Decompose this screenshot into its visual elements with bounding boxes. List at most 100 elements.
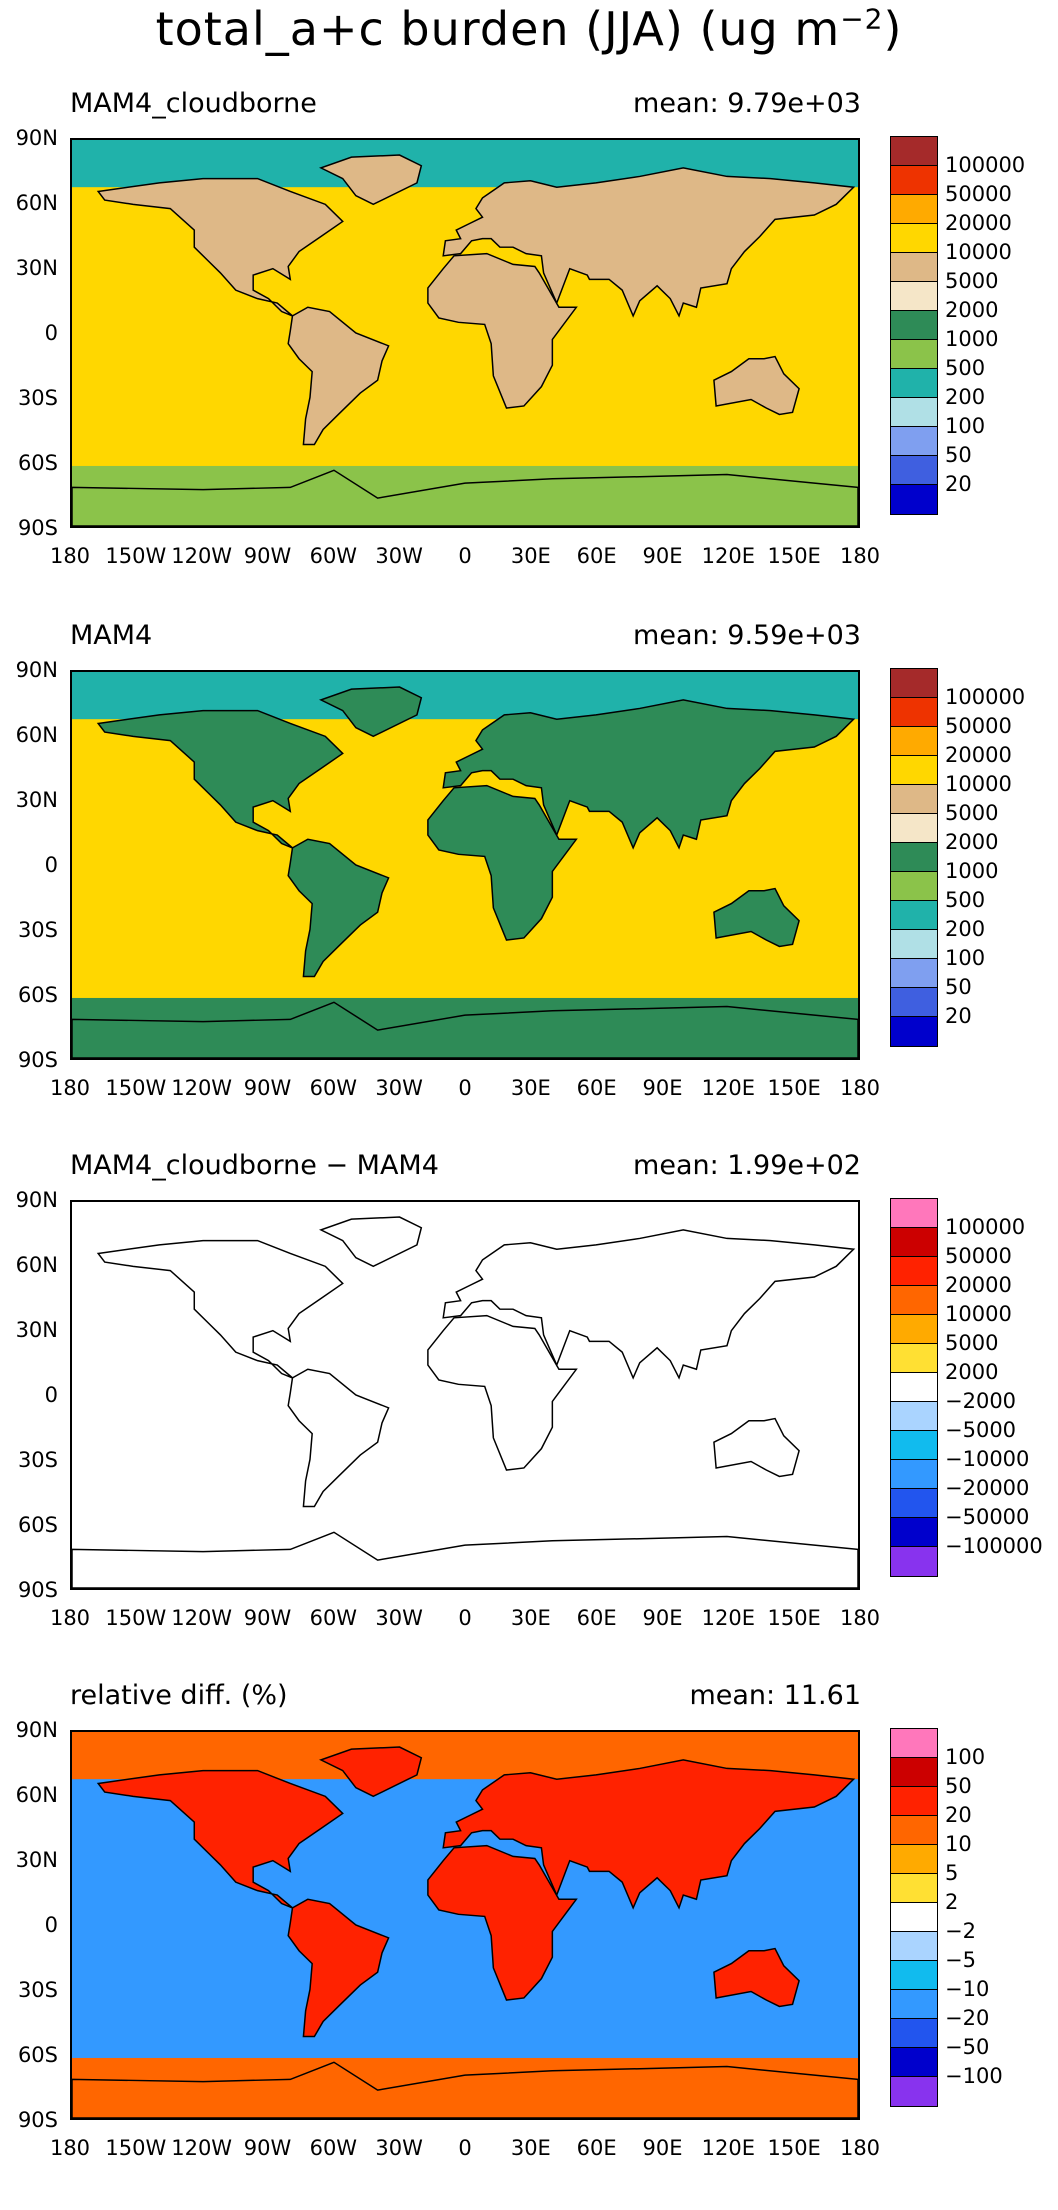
continent-greenland xyxy=(319,154,423,206)
panel-difference: MAM4_cloudborne − MAM4 mean: 1.99e+02 90… xyxy=(0,1150,1058,1680)
lon-tick-label: 60E xyxy=(576,1606,617,1630)
continent-greenland xyxy=(319,686,423,738)
colorbar-level-label: 2 xyxy=(945,1890,959,1914)
lon-tick-label: 120E xyxy=(701,1606,756,1630)
colorbar-swatch xyxy=(891,282,937,311)
continent-africa xyxy=(427,1314,578,1471)
lon-tick-label: 90E xyxy=(642,544,683,568)
colorbar-swatch xyxy=(891,1874,937,1903)
colorbar-level-label: −50000 xyxy=(945,1505,1030,1529)
continent-south-america xyxy=(287,838,390,978)
lon-tick-label: 180 xyxy=(839,544,881,568)
colorbar-swatch xyxy=(891,398,937,427)
lat-tick-label: 30N xyxy=(15,1318,58,1342)
lon-tick-label: 150E xyxy=(767,1606,821,1630)
colorbar-swatch xyxy=(891,814,937,843)
colorbar-swatch xyxy=(891,1489,937,1518)
map-plot xyxy=(70,1730,860,2120)
colorbar-level-label: 50000 xyxy=(945,714,1012,738)
lon-tick-label: 120E xyxy=(701,544,756,568)
colorbar-swatch xyxy=(891,785,937,814)
lon-tick-label: 120E xyxy=(701,1076,756,1100)
colorbar-swatch xyxy=(891,427,937,456)
lon-tick-label: 60E xyxy=(576,544,617,568)
continent-antarctica xyxy=(72,1531,858,1588)
lat-tick-label: 30N xyxy=(15,788,58,812)
colorbar-level-label: 20 xyxy=(945,1803,972,1827)
lon-tick-label: 30E xyxy=(510,1606,551,1630)
colorbar-level-label: −20000 xyxy=(945,1476,1030,1500)
lon-tick-label: 60W xyxy=(309,1076,358,1100)
colorbar-level-label: −2000 xyxy=(945,1389,1017,1413)
colorbar xyxy=(890,668,938,1047)
continent-australia xyxy=(713,355,800,416)
lon-tick-label: 180 xyxy=(839,2136,881,2160)
lon-tick-label: 60E xyxy=(576,1076,617,1100)
continent-south-america xyxy=(287,1898,390,2038)
lat-tick-label: 60S xyxy=(17,1513,58,1537)
colorbar-swatch xyxy=(891,727,937,756)
colorbar-level-label: 20 xyxy=(945,1004,972,1028)
continent-australia xyxy=(713,1947,800,2008)
panel-label: MAM4_cloudborne − MAM4 xyxy=(70,1150,439,1181)
colorbar-swatch xyxy=(891,1017,937,1046)
colorbar-swatch xyxy=(891,224,937,253)
colorbar-level-label: −100 xyxy=(945,2064,1003,2088)
colorbar-level-label: −10000 xyxy=(945,1447,1030,1471)
lat-tick-label: 90N xyxy=(15,126,58,150)
lon-tick-label: 30W xyxy=(375,1606,423,1630)
lon-tick-label: 90E xyxy=(642,2136,683,2160)
colorbar-level-label: 500 xyxy=(945,356,986,380)
colorbar-level-label: 50 xyxy=(945,1774,972,1798)
lon-tick-label: 180 xyxy=(49,2136,91,2160)
colorbar-swatch xyxy=(891,1932,937,1961)
lon-tick-label: 90E xyxy=(642,1076,683,1100)
continent-africa xyxy=(427,1844,578,2001)
colorbar-level-label: 2000 xyxy=(945,1360,999,1384)
colorbar-level-label: 100000 xyxy=(945,153,1026,177)
lon-tick-label: 150E xyxy=(767,1076,821,1100)
colorbar-level-label: 5 xyxy=(945,1861,959,1885)
colorbar-level-label: 20000 xyxy=(945,743,1012,767)
lat-tick-label: 30S xyxy=(17,1448,58,1472)
lon-tick-label: 120W xyxy=(171,1076,233,1100)
lat-tick-label: 30S xyxy=(17,918,58,942)
lon-tick-label: 120W xyxy=(171,2136,233,2160)
lat-tick-label: 0 xyxy=(44,853,58,877)
colorbar xyxy=(890,1198,938,1577)
colorbar-level-label: 2000 xyxy=(945,298,999,322)
lat-tick-label: 60S xyxy=(17,451,58,475)
map-plot xyxy=(70,1200,860,1590)
lon-tick-label: 90W xyxy=(243,544,292,568)
colorbar-swatch xyxy=(891,988,937,1017)
colorbar-level-label: −5 xyxy=(945,1948,976,1972)
lon-tick-label: 180 xyxy=(839,1076,881,1100)
lon-tick-label: 0 xyxy=(458,544,472,568)
lon-tick-label: 150W xyxy=(105,1076,167,1100)
lon-tick-label: 180 xyxy=(49,1076,91,1100)
panel-mean: mean: 11.61 xyxy=(689,1680,861,1711)
colorbar-level-label: 20000 xyxy=(945,211,1012,235)
continent-eurasia xyxy=(442,699,856,850)
lon-tick-label: 120E xyxy=(701,2136,756,2160)
colorbar-level-label: 100000 xyxy=(945,685,1026,709)
continent-eurasia xyxy=(442,1229,856,1380)
continent-africa xyxy=(427,784,578,941)
lon-tick-label: 30E xyxy=(510,544,551,568)
lat-tick-label: 60S xyxy=(17,2043,58,2067)
colorbar-swatch xyxy=(891,253,937,282)
lat-tick-label: 90S xyxy=(17,1578,58,1602)
panel-relative-diff: relative diff. (%) mean: 11.61 90N 60N 30N… xyxy=(0,1680,1058,2210)
colorbar-swatch xyxy=(891,1729,937,1758)
lat-tick-label: 30S xyxy=(17,386,58,410)
lon-tick-label: 150W xyxy=(105,544,167,568)
lat-tick-label: 30N xyxy=(15,1848,58,1872)
colorbar-swatch xyxy=(891,1373,937,1402)
map-plot xyxy=(70,138,860,528)
colorbar-swatch xyxy=(891,1460,937,1489)
colorbar-swatch xyxy=(891,1518,937,1547)
colorbar-swatch xyxy=(891,1431,937,1460)
lon-tick-label: 180 xyxy=(49,1606,91,1630)
continent-antarctica xyxy=(72,1001,858,1058)
colorbar-swatch xyxy=(891,1758,937,1787)
